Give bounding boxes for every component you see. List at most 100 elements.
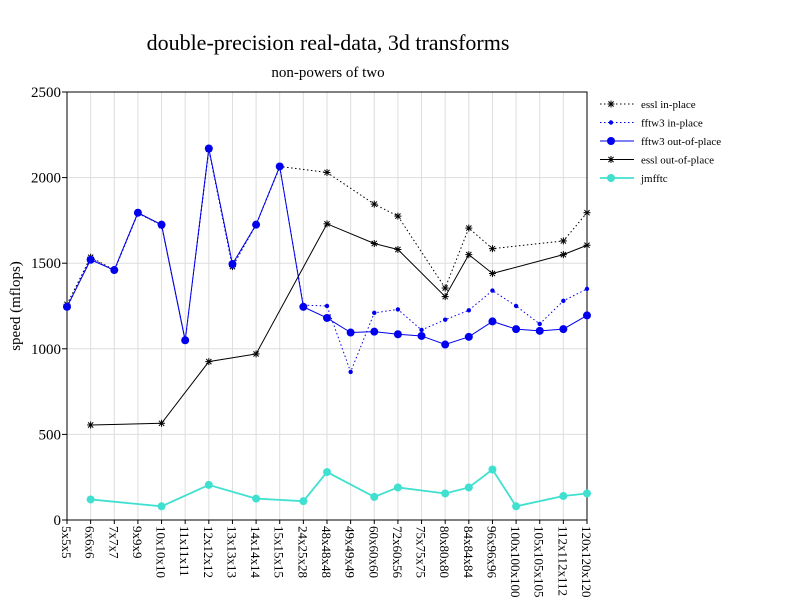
data-point xyxy=(465,224,473,232)
x-tick-label: 120x120x120 xyxy=(579,526,594,598)
data-point xyxy=(86,255,95,264)
data-point xyxy=(559,492,568,501)
chart-subtitle: non-powers of two xyxy=(271,65,384,81)
data-point xyxy=(370,240,378,248)
x-tick-label: 7x7x7 xyxy=(106,526,121,559)
x-tick-label: 24x25x28 xyxy=(295,526,310,578)
data-point xyxy=(370,327,379,336)
data-point xyxy=(323,220,331,228)
data-point xyxy=(583,241,591,249)
x-tick-label: 75x75x75 xyxy=(414,526,429,578)
x-axis: 5x5x5 6x6x6 7x7x7 9x9x9 10x10x10 11x11x11 12x1… xyxy=(59,520,594,598)
legend-item: essl out-of-place xyxy=(600,155,714,167)
data-point xyxy=(370,200,378,208)
x-tick-label: 48x48x48 xyxy=(319,526,334,578)
data-point xyxy=(535,326,544,335)
data-point xyxy=(488,465,497,474)
x-tick-label: 112x112x112 xyxy=(555,526,570,596)
data-point xyxy=(204,144,213,153)
x-tick-label: 10x10x10 xyxy=(154,526,169,578)
legend-marker xyxy=(608,120,614,125)
data-point xyxy=(394,212,402,220)
data-point xyxy=(488,317,497,326)
x-tick-label: 84x84x84 xyxy=(461,526,476,579)
legend-label: jmfftc xyxy=(640,173,668,185)
data-point xyxy=(417,331,426,340)
x-tick-label: 60x60x60 xyxy=(366,526,381,578)
data-point xyxy=(464,483,473,492)
data-point xyxy=(559,251,567,259)
y-tick-label: 500 xyxy=(39,427,62,443)
legend-item: fftw3 in-place xyxy=(600,118,703,130)
x-tick-label: 6x6x6 xyxy=(83,526,98,559)
data-point xyxy=(466,308,472,313)
legend-marker xyxy=(607,174,615,182)
x-tick-label: 49x49x49 xyxy=(343,526,358,578)
data-point xyxy=(204,480,213,489)
data-point xyxy=(323,313,331,322)
legend-item: fftw3 out-of-place xyxy=(600,136,721,148)
data-point xyxy=(110,266,119,275)
y-tick-label: 0 xyxy=(54,513,62,529)
series-4 xyxy=(86,465,591,511)
data-point xyxy=(393,483,402,492)
data-point xyxy=(464,332,473,341)
data-point xyxy=(228,260,237,269)
data-point xyxy=(441,489,450,498)
data-point xyxy=(275,162,284,171)
data-point xyxy=(537,321,542,327)
x-tick-label: 13x13x13 xyxy=(224,526,239,578)
x-tick-label: 80x80x80 xyxy=(437,526,452,578)
data-point xyxy=(395,307,401,312)
x-tick-label: 12x12x12 xyxy=(201,526,216,578)
data-point xyxy=(394,246,402,254)
data-point xyxy=(583,489,591,498)
x-tick-label: 100x100x100 xyxy=(508,526,523,598)
legend-label: fftw3 in-place xyxy=(641,118,703,130)
data-point xyxy=(419,327,424,333)
data-point xyxy=(324,303,330,309)
data-point xyxy=(157,220,166,229)
data-point xyxy=(559,237,567,245)
data-point xyxy=(393,330,402,339)
data-point xyxy=(205,358,213,366)
x-tick-label: 96x96x96 xyxy=(484,526,499,579)
x-tick-label: 9x9x9 xyxy=(130,526,145,559)
series-line xyxy=(90,223,588,426)
data-point xyxy=(512,502,521,511)
data-point xyxy=(181,336,190,345)
data-point xyxy=(370,492,379,501)
series-line xyxy=(90,468,588,508)
data-point xyxy=(559,325,568,334)
legend-label: essl out-of-place xyxy=(641,155,714,167)
data-point xyxy=(252,220,261,229)
y-tick-label: 2500 xyxy=(31,85,61,101)
x-tick-label: 5x5x5 xyxy=(59,526,74,559)
legend-item: essl in-place xyxy=(600,99,696,111)
legend-marker xyxy=(607,156,615,163)
data-point xyxy=(86,495,95,504)
x-tick-label: 15x15x15 xyxy=(272,526,287,578)
chart-title: double-precision real-data, 3d transform… xyxy=(147,30,510,55)
data-point xyxy=(512,325,521,334)
data-point xyxy=(465,251,473,259)
data-point xyxy=(583,311,591,320)
data-point xyxy=(323,468,331,477)
y-axis: 0 500 1000 1500 2000 2500 xyxy=(31,85,67,529)
legend-label: fftw3 out-of-place xyxy=(641,136,721,148)
legend-label: essl in-place xyxy=(641,99,696,111)
data-point xyxy=(157,502,166,511)
data-point xyxy=(348,369,353,375)
data-point xyxy=(583,209,591,217)
x-tick-label: 105x105x105 xyxy=(532,526,547,598)
data-point xyxy=(488,269,496,277)
x-tick-label: 14x14x14 xyxy=(248,526,263,579)
series-group xyxy=(63,144,591,511)
legend: essl in-place fftw3 in-place fftw3 out-of-… xyxy=(600,99,721,185)
data-point xyxy=(299,302,308,311)
data-point xyxy=(441,293,449,301)
data-point xyxy=(513,303,519,309)
x-tick-label: 72x60x56 xyxy=(390,526,405,579)
data-point xyxy=(63,302,71,311)
